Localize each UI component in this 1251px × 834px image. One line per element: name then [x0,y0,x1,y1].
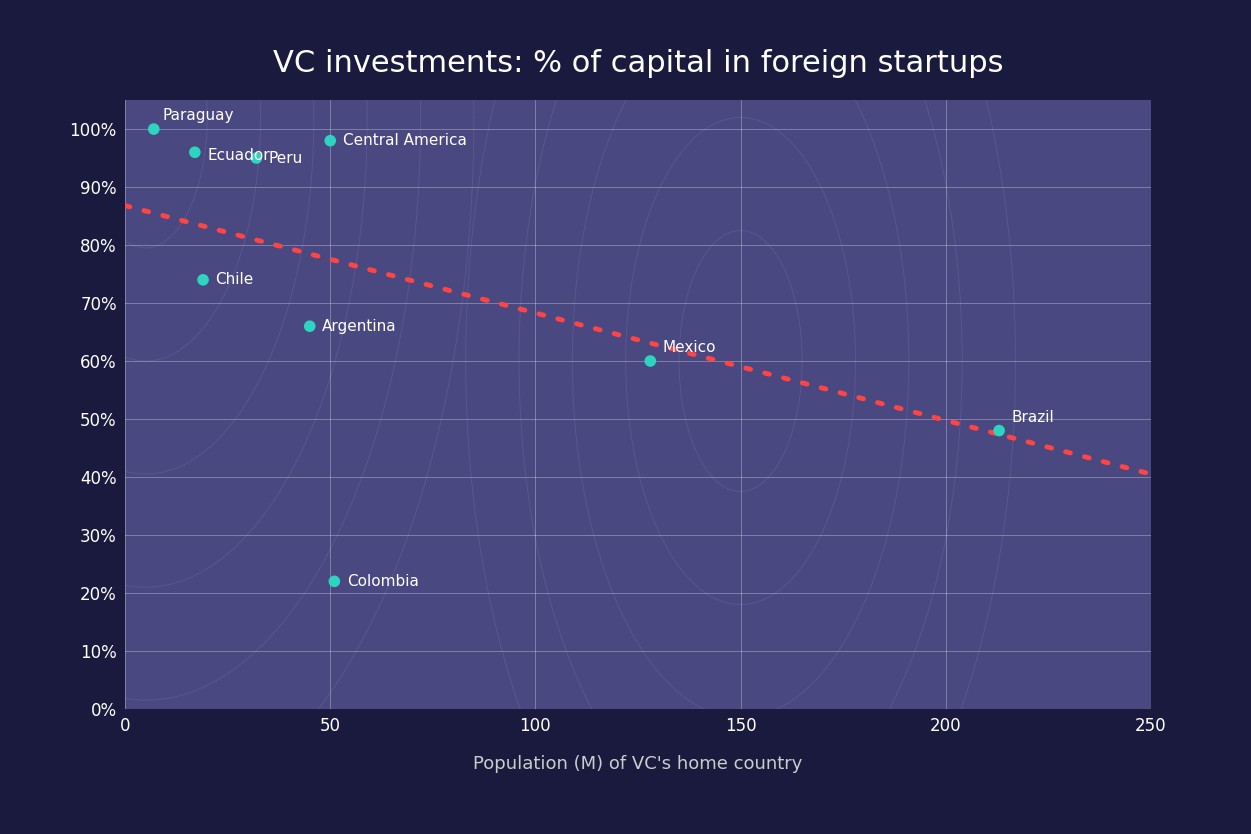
Point [185,146,205,159]
Point [990,424,1010,437]
Text: Chile: Chile [215,273,254,288]
Text: Central America: Central America [343,133,467,148]
Title: VC investments: % of capital in foreign startups: VC investments: % of capital in foreign … [273,49,1003,78]
Text: Brazil: Brazil [1011,409,1055,425]
Point [246,152,266,165]
Text: Paraguay: Paraguay [163,108,234,123]
Text: Colombia: Colombia [347,574,419,589]
Text: Ecuador: Ecuador [208,148,270,163]
Text: Peru: Peru [269,151,303,166]
Point [641,354,661,368]
Point [320,134,340,148]
Text: Argentina: Argentina [322,319,397,334]
X-axis label: Population (M) of VC's home country: Population (M) of VC's home country [473,755,803,772]
Text: Mexico: Mexico [663,340,716,355]
Point [300,319,320,333]
Point [324,575,344,588]
Point [193,274,213,287]
Point [144,123,164,136]
